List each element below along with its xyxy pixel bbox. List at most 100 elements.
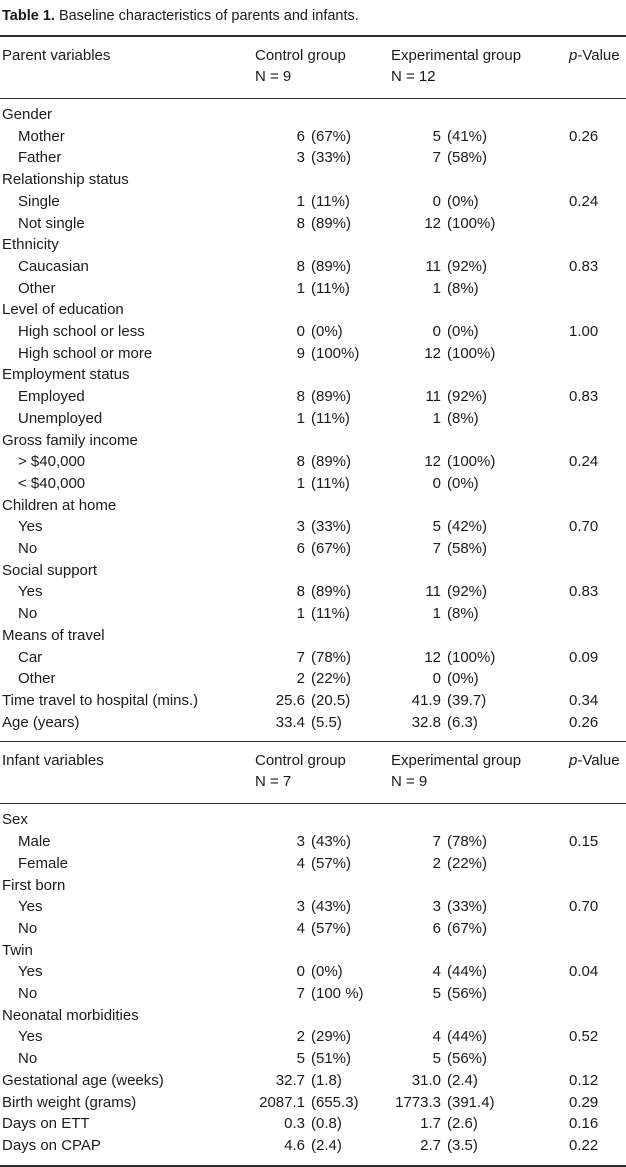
row-label: Days on CPAP xyxy=(2,1136,101,1154)
column-spacer xyxy=(376,668,391,690)
row-label: Gender xyxy=(2,106,53,123)
experimental-value xyxy=(391,234,441,256)
control-value: 8 xyxy=(296,453,305,471)
row-label: No xyxy=(18,1050,38,1068)
experimental-value-paren: (58%) xyxy=(447,149,488,167)
row-label: Age (years) xyxy=(2,713,80,731)
p-value: 0.29 xyxy=(569,1093,599,1111)
row-label: Yes xyxy=(18,898,43,916)
table-row: Birth weight (grams) 2087.1 (655.3) 1773… xyxy=(0,1092,626,1114)
control-value-paren: (89%) xyxy=(311,388,352,406)
experimental-value xyxy=(391,495,441,517)
experimental-value xyxy=(391,809,441,831)
p-value-header-rest: -Value xyxy=(577,47,620,64)
column-spacer xyxy=(376,625,391,647)
p-value xyxy=(512,538,626,560)
control-value-paren: (57%) xyxy=(311,919,352,937)
control-group-title: Control group xyxy=(255,752,346,770)
experimental-value: 32.8 xyxy=(411,713,441,731)
experimental-value-paren: (44%) xyxy=(447,963,488,981)
experimental-value: 12 xyxy=(424,344,441,362)
row-label: Male xyxy=(18,833,51,851)
control-value-paren xyxy=(305,299,376,321)
experimental-value-paren: (33%) xyxy=(447,898,488,916)
table-row: Caucasian 8 (89%) 11 (92%) 0.83 xyxy=(0,256,626,278)
control-group-column-header: Control group N = 9 xyxy=(255,45,391,88)
row-label: Ethnicity xyxy=(2,236,59,254)
control-value: 1 xyxy=(296,409,305,427)
row-label: Children at home xyxy=(2,496,117,514)
control-value-paren: (89%) xyxy=(311,583,352,601)
table-row: Ethnicity xyxy=(0,234,626,256)
experimental-value-paren: (8%) xyxy=(447,605,479,623)
experimental-value-paren: (92%) xyxy=(447,583,488,601)
table-row: No 5 (51%) 5 (56%) xyxy=(0,1048,626,1070)
control-value: 32.7 xyxy=(275,1071,305,1089)
row-label: First born xyxy=(2,876,66,894)
experimental-value: 7 xyxy=(432,540,441,558)
column-spacer xyxy=(376,147,391,169)
control-value: 6 xyxy=(296,127,305,145)
p-value: 0.04 xyxy=(569,963,599,981)
experimental-group-column-header: Experimental group N = 12 xyxy=(391,45,569,88)
control-value: 1 xyxy=(296,192,305,210)
column-spacer xyxy=(376,321,391,343)
experimental-value: 1 xyxy=(432,605,441,623)
table-row: Yes 3 (33%) 5 (42%) 0.70 xyxy=(0,516,626,538)
experimental-value-paren: (0%) xyxy=(447,474,479,492)
experimental-value-paren: (0%) xyxy=(447,670,479,688)
control-group-n: N = 9 xyxy=(255,68,292,85)
row-label: Yes xyxy=(18,518,43,536)
p-value xyxy=(512,104,626,126)
rule-under-infant-header xyxy=(0,803,626,805)
control-value-paren xyxy=(305,169,376,191)
control-value xyxy=(255,625,305,647)
control-value: 0 xyxy=(296,963,305,981)
experimental-value: 4 xyxy=(432,963,441,981)
p-value: 0.15 xyxy=(569,833,599,851)
control-value-paren: (11%) xyxy=(311,192,350,210)
experimental-value: 1 xyxy=(432,409,441,427)
p-value: 0.22 xyxy=(569,1136,599,1154)
control-value xyxy=(255,169,305,191)
experimental-group-n: N = 12 xyxy=(391,68,436,85)
control-value-paren: (11%) xyxy=(311,474,350,492)
experimental-value: 1773.3 xyxy=(395,1093,441,1111)
rule-above-infant-header xyxy=(0,741,626,743)
row-label: Birth weight (grams) xyxy=(2,1093,137,1111)
control-value-paren: (89%) xyxy=(311,257,352,275)
table-row: High school or less 0 (0%) 0 (0%) 1.00 xyxy=(0,321,626,343)
control-value: 7 xyxy=(296,985,305,1003)
column-spacer xyxy=(376,690,391,712)
control-value: 1 xyxy=(296,474,305,492)
column-spacer xyxy=(376,853,391,875)
row-label: No xyxy=(18,985,38,1003)
column-spacer xyxy=(376,104,391,126)
p-value xyxy=(512,603,626,625)
experimental-value xyxy=(391,169,441,191)
experimental-value xyxy=(391,299,441,321)
row-label: Employed xyxy=(18,388,85,406)
experimental-value: 12 xyxy=(424,453,441,471)
column-spacer xyxy=(376,430,391,452)
control-value-paren: (11%) xyxy=(311,605,350,623)
experimental-value-paren: (8%) xyxy=(447,409,479,427)
rule-under-parent-header xyxy=(0,98,626,99)
control-value: 2087.1 xyxy=(259,1093,305,1111)
control-value-paren: (20.5) xyxy=(311,691,351,709)
control-value-paren xyxy=(305,560,376,582)
control-value-paren: (29%) xyxy=(311,1028,352,1046)
control-value-paren xyxy=(305,364,376,386)
infant-section-body: Sex Male 3 (43%) 7 (78%) 0.15 Female xyxy=(0,804,626,1164)
table-row: Yes 8 (89%) 11 (92%) 0.83 xyxy=(0,581,626,603)
rule-bottom xyxy=(0,1164,626,1167)
experimental-value-paren: (42%) xyxy=(447,518,488,536)
control-value-paren: (67%) xyxy=(311,540,352,558)
table-row: Single 1 (11%) 0 (0%) 0.24 xyxy=(0,191,626,213)
experimental-value xyxy=(391,625,441,647)
control-value-paren: (0.8) xyxy=(311,1115,342,1133)
row-label: Car xyxy=(18,648,43,666)
experimental-value-paren: (92%) xyxy=(447,257,488,275)
table-caption: Table 1. Baseline characteristics of par… xyxy=(0,2,626,35)
control-value xyxy=(255,1005,305,1027)
